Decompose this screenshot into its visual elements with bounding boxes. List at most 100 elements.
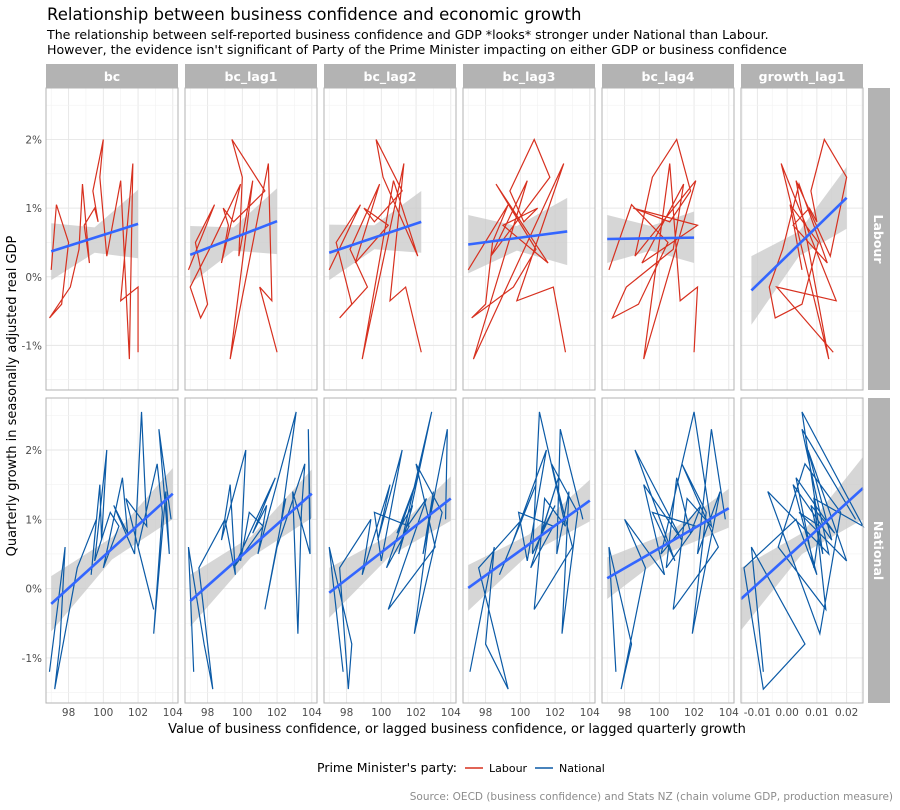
- series-line-labour: [187, 139, 278, 360]
- x-tick-label: 102: [128, 707, 148, 719]
- chart-subtitle-line-1: The relationship between self-reported b…: [46, 27, 769, 42]
- facet-strip-labour: [868, 88, 890, 390]
- legend: Prime Minister's party: Labour National: [317, 760, 605, 775]
- caption: Source: OECD (business confidence) and S…: [410, 791, 893, 803]
- x-tick-label: 104: [441, 707, 461, 719]
- facet-label-growth_lag1: growth_lag1: [759, 69, 846, 85]
- facet-strip-growth_lag1: [741, 64, 863, 88]
- trend-line: [607, 236, 695, 241]
- y-tick-label: -1%: [22, 340, 42, 352]
- y-tick-label: 1%: [25, 514, 42, 526]
- x-tick-label: 100: [93, 707, 113, 719]
- x-tick-label: 100: [232, 707, 252, 719]
- x-tick-label: 102: [684, 707, 704, 719]
- trend-line: [606, 507, 730, 580]
- x-tick-label: 98: [618, 707, 631, 719]
- chart-title: Relationship between business confidence…: [47, 5, 581, 24]
- x-tick-label: 104: [580, 707, 600, 719]
- x-tick-label: 0.02: [835, 707, 858, 719]
- facet-strip-bc_lag1: [185, 64, 317, 88]
- panel-national-bc_lag1: [184, 397, 318, 704]
- y-tick-label: 1%: [25, 203, 42, 215]
- panel-border: [184, 87, 318, 391]
- series-line-labour: [328, 139, 422, 360]
- y-tick-label: 2%: [25, 134, 42, 146]
- x-tick-label: 104: [719, 707, 739, 719]
- trend-line: [328, 220, 422, 254]
- panel-labour-growth_lag1: [740, 87, 864, 391]
- confidence-ribbon: [190, 188, 278, 284]
- panel-national-bc_lag4: [601, 397, 735, 704]
- facet-label-bc_lag2: bc_lag2: [364, 69, 417, 85]
- facet-strip-bc_lag3: [463, 64, 595, 88]
- x-tick-label: 98: [479, 707, 492, 719]
- series-line-labour: [768, 137, 848, 360]
- confidence-ribbon: [329, 190, 422, 281]
- series-line-national: [743, 411, 865, 691]
- x-tick-label: -0.01: [744, 707, 771, 719]
- x-tick-label: 102: [545, 707, 565, 719]
- legend-title: Prime Minister's party:: [317, 760, 457, 775]
- facet-label-national: National: [871, 521, 886, 580]
- y-axis-title: Quarterly growth in seasonally adjusted …: [5, 235, 20, 556]
- series-line-labour: [467, 137, 567, 360]
- panel-border: [462, 397, 596, 704]
- trend-line: [750, 196, 848, 292]
- facet-label-bc_lag4: bc_lag4: [642, 69, 695, 85]
- panel-labour-bc_lag3: [462, 87, 596, 391]
- panel-labour-bc: [45, 87, 179, 391]
- trend-line: [740, 487, 864, 600]
- y-tick-label: 0%: [25, 272, 42, 284]
- facet-strip-bc_lag2: [324, 64, 456, 88]
- x-tick-label: 98: [340, 707, 353, 719]
- series-line-national: [187, 411, 311, 690]
- trend-line: [50, 222, 139, 253]
- facet-strip-bc: [46, 64, 178, 88]
- panel-labour-bc_lag1: [184, 87, 318, 391]
- panel-border: [740, 87, 864, 391]
- panel-national-growth_lag1: [740, 397, 865, 704]
- panel-border: [740, 397, 864, 704]
- legend-label-national: National: [559, 762, 605, 775]
- facet-strip-bc_lag4: [602, 64, 734, 88]
- x-tick-label: 98: [62, 707, 75, 719]
- panel-border: [601, 397, 735, 704]
- trend-line: [467, 499, 591, 589]
- x-tick-label: 100: [371, 707, 391, 719]
- panel-border: [462, 87, 596, 391]
- x-tick-label: 104: [302, 707, 322, 719]
- x-tick-label: 98: [201, 707, 214, 719]
- x-tick-label: 100: [649, 707, 669, 719]
- series-line-labour: [608, 138, 699, 360]
- panel-labour-bc_lag4: [601, 87, 735, 391]
- panel-labour-bc_lag2: [323, 87, 457, 391]
- x-tick-label: 102: [267, 707, 287, 719]
- series-line-national: [469, 411, 584, 690]
- panel-national-bc_lag2: [323, 397, 457, 704]
- panel-border: [601, 87, 735, 391]
- panel-national-bc: [45, 397, 179, 704]
- x-tick-label: 102: [406, 707, 426, 719]
- x-tick-label: 100: [510, 707, 530, 719]
- facet-strip-national: [868, 398, 890, 703]
- trend-line: [328, 497, 452, 594]
- facet-label-bc_lag3: bc_lag3: [503, 69, 556, 85]
- chart-subtitle-line-2: However, the evidence isn't significant …: [47, 42, 787, 57]
- series-line-national: [608, 411, 726, 690]
- panel-border: [184, 397, 318, 704]
- legend-label-labour: Labour: [489, 762, 528, 775]
- x-axis-title: Value of business confidence, or lagged …: [168, 722, 746, 737]
- y-tick-label: 2%: [25, 445, 42, 457]
- series-line-national: [328, 411, 448, 690]
- x-tick-label: 0.00: [775, 707, 798, 719]
- panel-border: [323, 397, 457, 704]
- facet-label-labour: Labour: [871, 215, 886, 265]
- series-line-national: [48, 411, 172, 690]
- trend-line: [468, 230, 568, 246]
- facet-label-bc_lag1: bc_lag1: [225, 69, 278, 85]
- panel-border: [45, 397, 179, 704]
- confidence-ribbon: [51, 189, 139, 281]
- panel-border: [45, 87, 179, 391]
- facet-label-bc: bc: [104, 69, 120, 84]
